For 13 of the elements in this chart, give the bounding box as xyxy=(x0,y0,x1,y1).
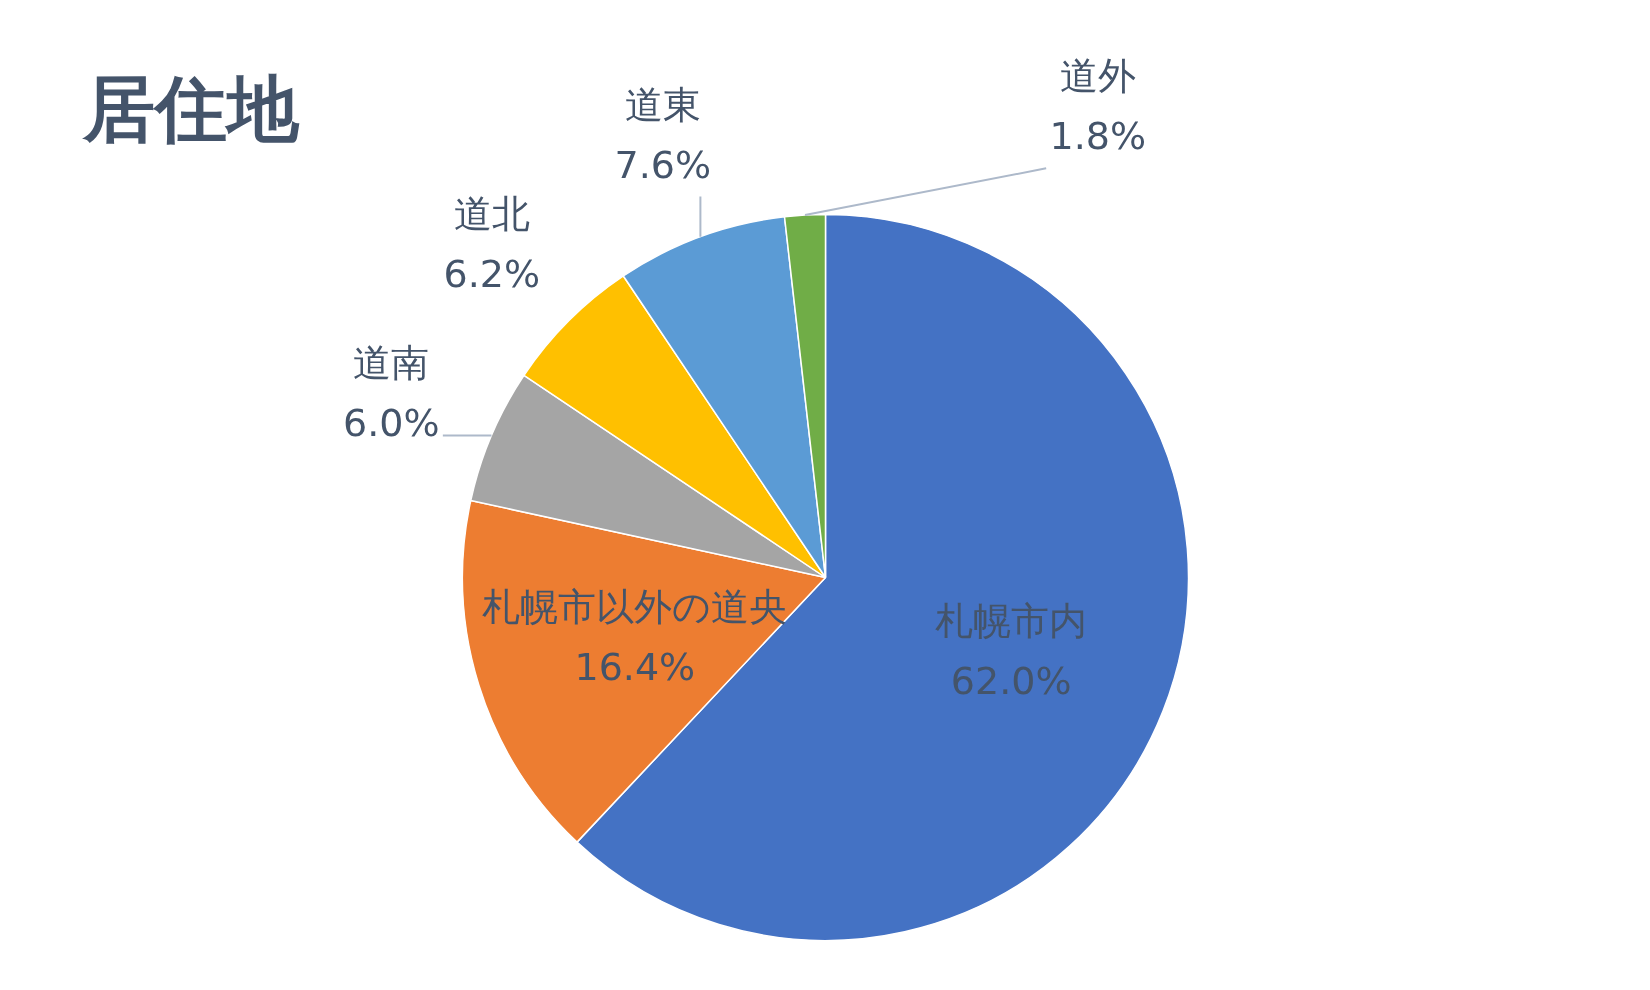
slice-label: 道北 xyxy=(453,191,530,236)
data-label: 62.0% xyxy=(950,659,1072,703)
slice-label: 道外 xyxy=(1059,54,1136,99)
slice-label: 道南 xyxy=(353,340,430,385)
slice-label: 札幌市内 xyxy=(935,599,1088,643)
data-label: 7.6% xyxy=(614,142,712,187)
data-label: 16.4% xyxy=(574,644,696,689)
data-label: 1.8% xyxy=(1049,114,1147,159)
chart-title: 居住地 xyxy=(81,66,300,151)
data-label: 6.2% xyxy=(443,251,541,296)
slice-label: 道東 xyxy=(624,82,701,127)
slice-label: 札幌市以外の道央 xyxy=(482,584,788,629)
data-label: 6.0% xyxy=(342,400,440,445)
